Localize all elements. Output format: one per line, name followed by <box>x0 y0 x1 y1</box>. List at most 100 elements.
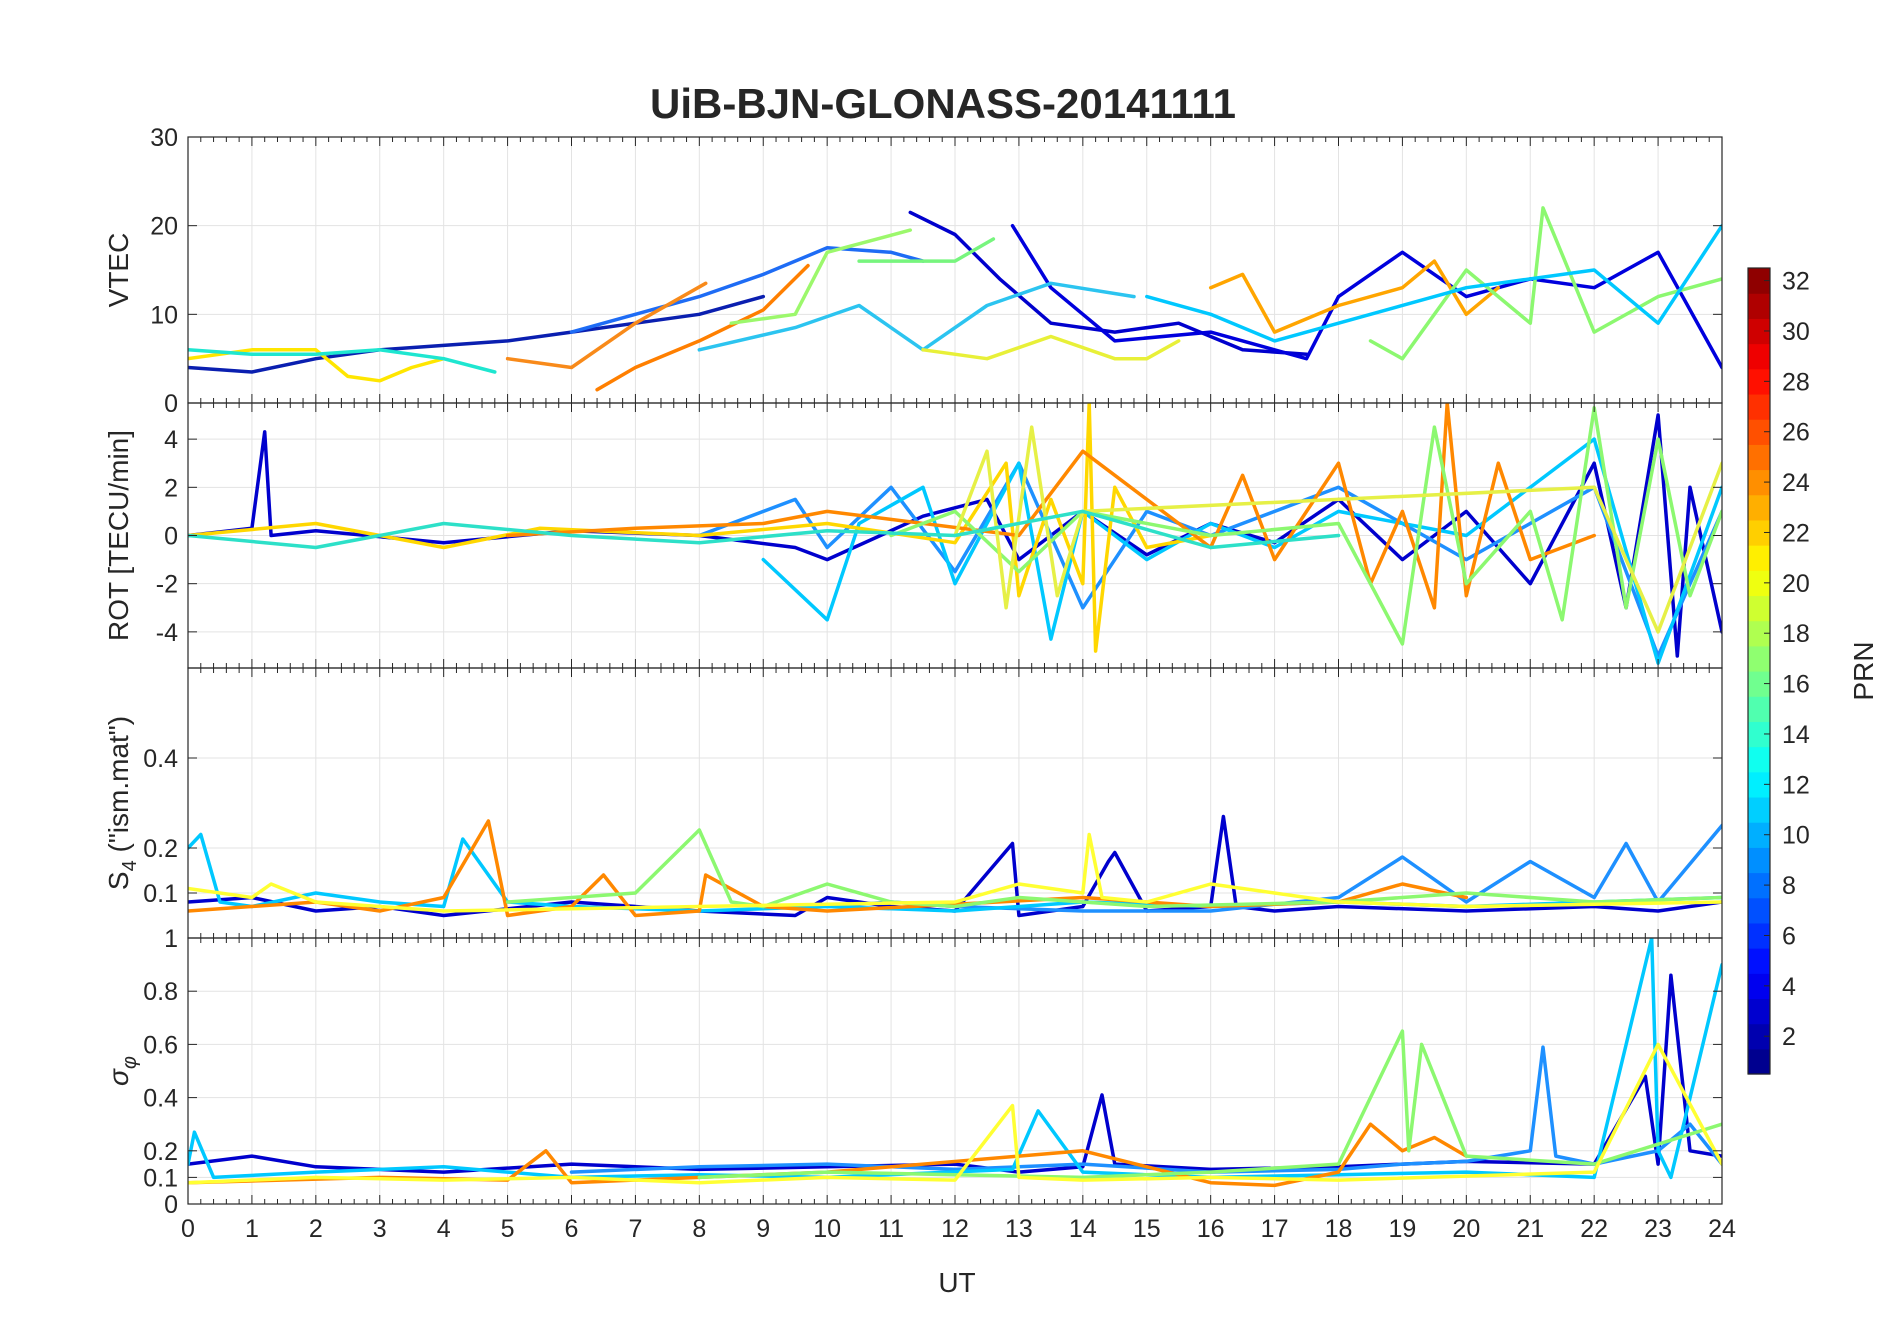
s4-ytick-label: 0.1 <box>143 880 178 908</box>
vtec-tick-marks <box>187 136 1723 404</box>
colorbar-segment <box>1748 973 1770 1000</box>
colorbar-segment <box>1748 570 1770 597</box>
vtec-ytick-label: 10 <box>150 301 178 329</box>
colorbar-segment <box>1748 746 1770 773</box>
rot-series-group <box>188 403 1722 665</box>
sigma-tick-marks <box>187 937 1723 1205</box>
colorbar-segment <box>1748 1023 1770 1050</box>
colorbar-tick-label: 10 <box>1782 822 1810 850</box>
colorbar-tick-label: 2 <box>1782 1023 1796 1051</box>
sigma-ytick-label: 0.1 <box>143 1164 178 1192</box>
rot-series-4 <box>505 403 1596 610</box>
colorbar-segment <box>1748 721 1770 748</box>
x-tick-label: 2 <box>309 1215 323 1243</box>
sigma-series-group <box>188 938 1722 1188</box>
colorbar-segment <box>1748 771 1770 798</box>
x-tick-label: 13 <box>1005 1215 1033 1243</box>
colorbar-tick-label: 6 <box>1782 922 1796 950</box>
sigma-ytick-label: 0.6 <box>143 1031 178 1059</box>
x-tick-label: 4 <box>437 1215 451 1243</box>
colorbar-tick-label: 30 <box>1782 318 1810 346</box>
vtec-series-1 <box>569 246 925 334</box>
x-tick-label: 3 <box>373 1215 387 1243</box>
colorbar-tick-label: 32 <box>1782 268 1810 296</box>
colorbar-segment <box>1748 897 1770 924</box>
vtec-series-9 <box>921 334 1181 361</box>
panel-vtec: 0 10 20 30 VTEC <box>103 124 1723 418</box>
x-tick-label: 5 <box>501 1215 515 1243</box>
colorbar-segment <box>1748 595 1770 622</box>
rot-series-5 <box>889 406 1722 646</box>
s4-grid <box>187 668 1723 938</box>
colorbar-segment <box>1748 1048 1770 1075</box>
s4-ytick-label: 0.4 <box>143 745 178 773</box>
s4-series-4 <box>505 828 1722 909</box>
x-tick-label: 18 <box>1325 1215 1353 1243</box>
colorbar-segment <box>1748 444 1770 471</box>
colorbar-segment <box>1748 545 1770 571</box>
colorbar-tick-label: 24 <box>1782 469 1810 497</box>
sigma-series-3 <box>188 1122 1469 1188</box>
colorbar-tick-label: 4 <box>1782 973 1796 1001</box>
colorbar-segment <box>1748 268 1770 294</box>
x-tick-label: 9 <box>756 1215 770 1243</box>
sigma-ytick-label: 1 <box>164 925 178 953</box>
colorbar-tick-label: 22 <box>1782 519 1810 547</box>
vtec-series-4 <box>908 210 1309 356</box>
rot-series-3 <box>188 403 1213 653</box>
x-tick-label: 12 <box>941 1215 969 1243</box>
vtec-series-group <box>188 206 1722 392</box>
x-tick-label: 15 <box>1133 1215 1161 1243</box>
sigma-series-5 <box>188 1042 1722 1185</box>
colorbar-tick-label: 12 <box>1782 771 1810 799</box>
vtec-series-2 <box>595 263 810 392</box>
vtec-series-0 <box>188 294 766 374</box>
x-tick-label: 16 <box>1197 1215 1225 1243</box>
sigma-y-axis-label: σφ <box>103 1056 141 1086</box>
x-tick-label: 23 <box>1644 1215 1672 1243</box>
vtec-ytick-label: 20 <box>150 213 178 241</box>
vtec-series-8 <box>697 281 1136 352</box>
rot-ytick-label: -2 <box>156 571 178 599</box>
s4-tick-marks <box>187 668 1723 938</box>
x-tick-label: 14 <box>1069 1215 1097 1243</box>
rot-series-6 <box>953 425 1722 634</box>
x-tick-label: 6 <box>565 1215 579 1243</box>
colorbar-segment <box>1748 368 1770 395</box>
s4-y-axis-label: S4 ("ism.mat") <box>103 716 141 890</box>
vtec-series-12 <box>1145 223 1722 343</box>
x-tick-label: 20 <box>1452 1215 1480 1243</box>
panel-s4: 0.1 0.2 0.4S4 ("ism.mat") <box>103 667 1723 939</box>
colorbar-segment <box>1748 620 1770 647</box>
sigma-ytick-label: 0.8 <box>143 978 178 1006</box>
sigma-series-4 <box>697 1029 1722 1180</box>
rot-ytick-label: 2 <box>164 474 178 502</box>
colorbar-tick-label: 20 <box>1782 570 1810 598</box>
colorbar-segment <box>1748 847 1770 874</box>
rot-ytick-label: 0 <box>164 523 178 551</box>
rot-series-1 <box>697 461 1722 658</box>
colorbar-segment <box>1748 822 1770 848</box>
sigma-ytick-label: 0 <box>164 1191 178 1219</box>
rot-ytick-label: -4 <box>156 619 178 647</box>
colorbar-box <box>1747 267 1771 1075</box>
vtec-ytick-label: 30 <box>150 124 178 152</box>
s4-series-5 <box>188 832 1722 913</box>
vtec-ytick-label: 0 <box>164 390 178 418</box>
colorbar-segment <box>1748 922 1770 949</box>
rot-ytick-label: 4 <box>164 426 178 454</box>
vtec-series-11 <box>1368 206 1722 361</box>
colorbar-segment <box>1748 796 1770 823</box>
s4-series-group <box>188 814 1722 918</box>
vtec-series-7 <box>857 237 996 263</box>
rot-y-axis-label: ROT [TECU/min] <box>103 430 134 641</box>
x-tick-label: 8 <box>692 1215 706 1243</box>
vtec-grid <box>187 136 1723 404</box>
colorbar-segment <box>1748 393 1770 420</box>
panel-rot: -4 -2 0 2 4 ROT [TECU/min] <box>103 402 1723 669</box>
sigma-ytick-label: 0.4 <box>143 1085 178 1113</box>
vtec-series-6 <box>729 228 913 325</box>
